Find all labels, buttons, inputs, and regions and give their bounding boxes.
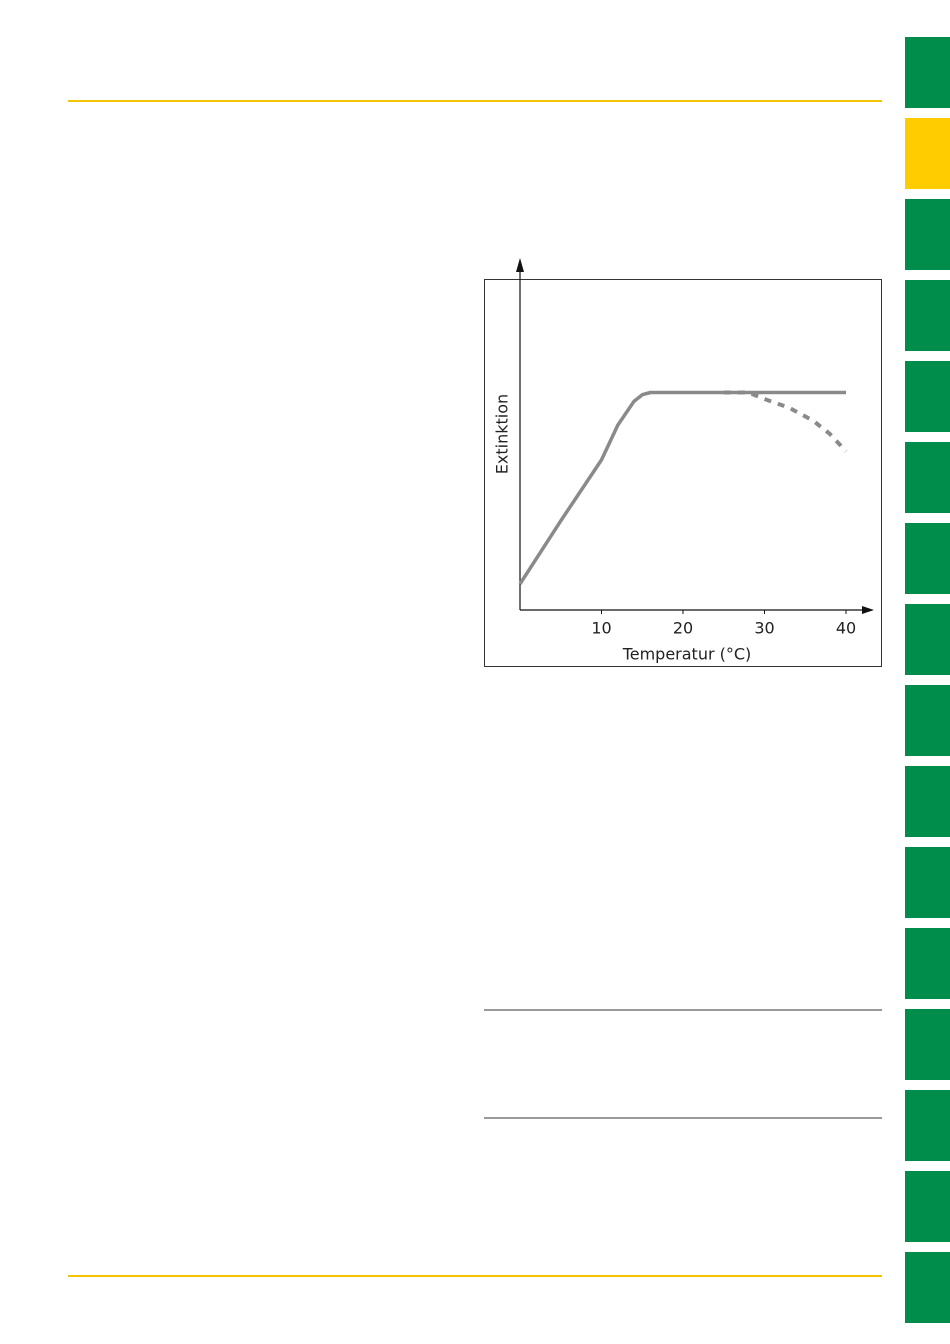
side-tab: [905, 685, 950, 756]
x-tick-label: 40: [836, 619, 856, 638]
side-tab: [905, 361, 950, 432]
side-tab: [905, 1090, 950, 1161]
x-axis-arrow: [862, 606, 874, 614]
dashed-line: [723, 390, 848, 453]
side-tab: [905, 1009, 950, 1080]
side-tab: [905, 766, 950, 837]
x-tick-label: 20: [673, 619, 693, 638]
y-axis-label: Extinktion: [493, 394, 512, 474]
side-tab: [905, 604, 950, 675]
y-axis-arrow: [516, 258, 524, 272]
side-tab: [905, 523, 950, 594]
chart-frame: [484, 279, 882, 667]
side-tab: [905, 199, 950, 270]
side-tab: [905, 1171, 950, 1242]
side-tab: [905, 442, 950, 513]
x-tick-label: 30: [754, 619, 774, 638]
side-tab: [905, 280, 950, 351]
side-tab: [905, 118, 950, 189]
side-tab: [905, 37, 950, 108]
x-tick-label: 10: [591, 619, 611, 638]
side-tabs: [905, 37, 950, 1323]
x-axis-label: Temperatur (°C): [622, 645, 752, 664]
side-tab: [905, 1252, 950, 1323]
side-tab: [905, 928, 950, 999]
side-tab: [905, 847, 950, 918]
line: [518, 390, 846, 585]
